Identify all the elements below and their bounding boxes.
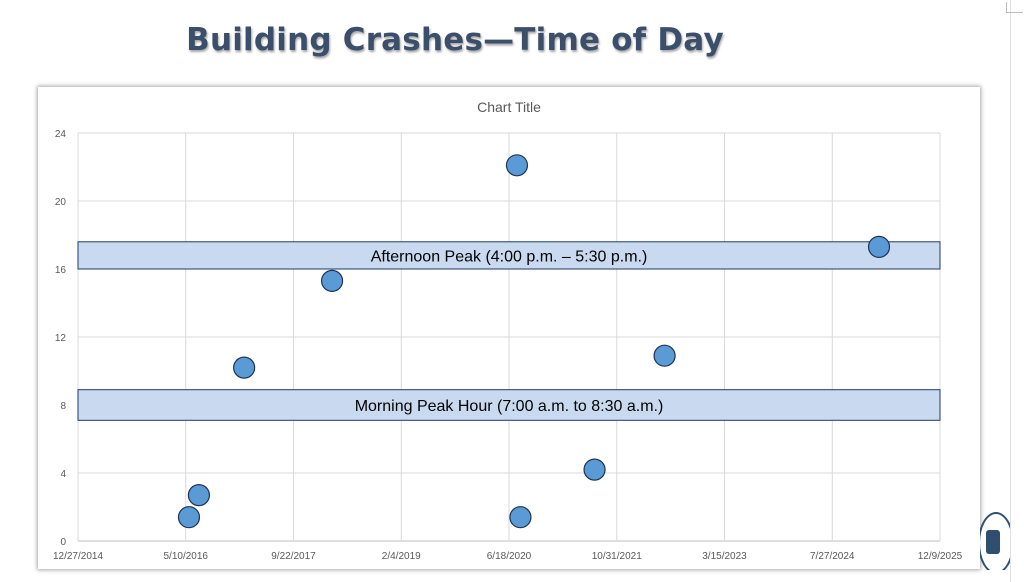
- x-tick-label: 10/31/2021: [592, 551, 642, 562]
- data-point: [584, 459, 605, 480]
- window-corner: [1006, 2, 1023, 13]
- y-axis-ticks: 0 4 8 12 16 20 24: [55, 129, 67, 548]
- data-point: [234, 357, 255, 378]
- peak-band-label: Afternoon Peak (4:00 p.m. – 5:30 p.m.): [371, 248, 648, 265]
- x-tick-label: 12/9/2025: [918, 551, 963, 562]
- y-tick-label: 12: [55, 333, 67, 344]
- y-tick-label: 16: [55, 265, 67, 276]
- data-point: [510, 507, 531, 528]
- y-tick-label: 8: [60, 401, 66, 412]
- y-tick-label: 0: [60, 537, 66, 548]
- x-tick-label: 12/27/2014: [53, 551, 103, 562]
- peak-band-label: Morning Peak Hour (7:00 a.m. to 8:30 a.m…: [355, 398, 664, 415]
- data-point: [188, 485, 209, 506]
- x-tick-label: 9/22/2017: [271, 551, 316, 562]
- y-tick-label: 4: [60, 469, 66, 480]
- x-tick-label: 5/10/2016: [164, 551, 209, 562]
- data-point: [654, 345, 675, 366]
- x-tick-label: 6/18/2020: [487, 551, 532, 562]
- data-point: [178, 507, 199, 528]
- data-points: [178, 155, 889, 528]
- university-seal-icon: [980, 512, 1010, 570]
- data-point: [506, 155, 527, 176]
- y-tick-label: 24: [55, 129, 67, 140]
- grid-lines: [78, 133, 940, 541]
- x-tick-label: 7/27/2024: [810, 551, 855, 562]
- x-tick-label: 3/15/2023: [702, 551, 747, 562]
- x-tick-label: 2/4/2019: [382, 551, 421, 562]
- data-point: [869, 236, 890, 257]
- data-point: [322, 270, 343, 291]
- y-tick-label: 20: [55, 197, 67, 208]
- x-axis-ticks: 12/27/2014 5/10/2016 9/22/2017 2/4/2019 6/18…: [53, 551, 963, 562]
- window-edge: [1010, 0, 1024, 582]
